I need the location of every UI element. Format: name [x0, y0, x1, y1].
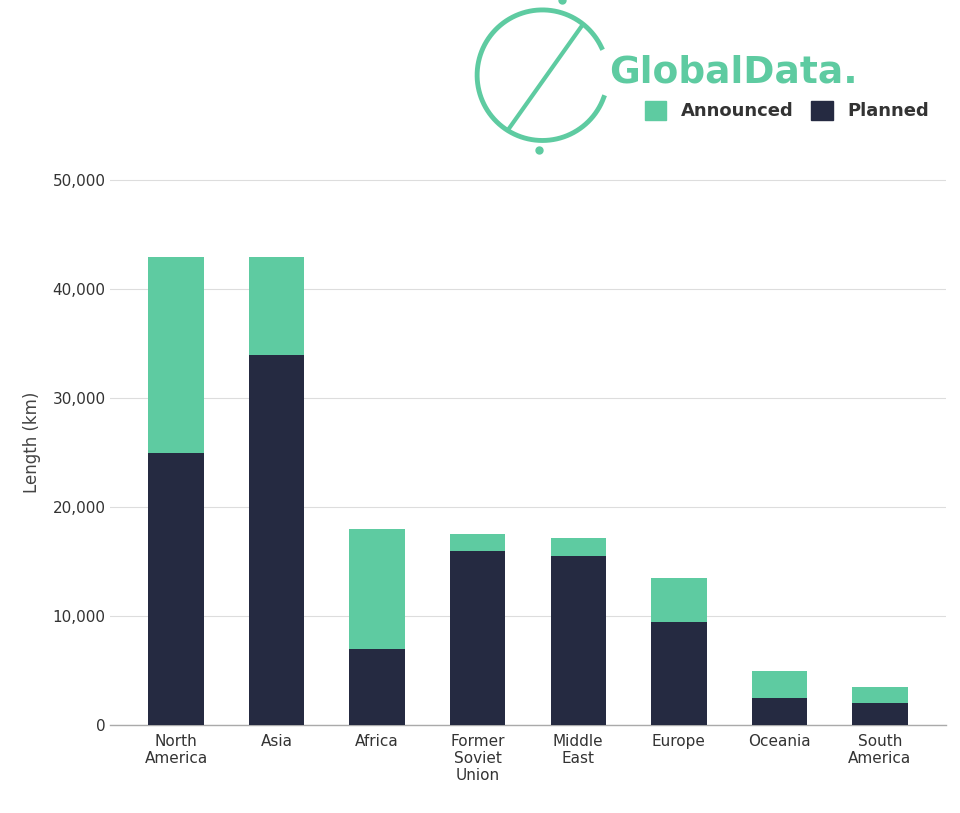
- Legend: Announced, Planned: Announced, Planned: [637, 93, 937, 128]
- Bar: [349, 649, 405, 725]
- Bar: [349, 529, 405, 649]
- Bar: [249, 257, 304, 354]
- Bar: [450, 551, 505, 725]
- Bar: [450, 534, 505, 551]
- Bar: [852, 687, 907, 703]
- Bar: [752, 698, 807, 725]
- Bar: [551, 537, 606, 556]
- Text: Source:  GlobalData, Oil and Gas Intelligence Center: Source: GlobalData, Oil and Gas Intellig…: [29, 767, 644, 787]
- Bar: [149, 453, 204, 725]
- Text: GlobalData.: GlobalData.: [610, 54, 858, 90]
- Bar: [149, 257, 204, 453]
- Bar: [651, 622, 707, 725]
- Bar: [651, 578, 707, 622]
- Y-axis label: Length (km): Length (km): [23, 391, 41, 493]
- Bar: [752, 671, 807, 698]
- Bar: [852, 703, 907, 725]
- Bar: [249, 354, 304, 725]
- Bar: [551, 556, 606, 725]
- Text: New-build pipelines length
additions by regions,
2019 - 2023 (km): New-build pipelines length additions by …: [29, 27, 408, 108]
